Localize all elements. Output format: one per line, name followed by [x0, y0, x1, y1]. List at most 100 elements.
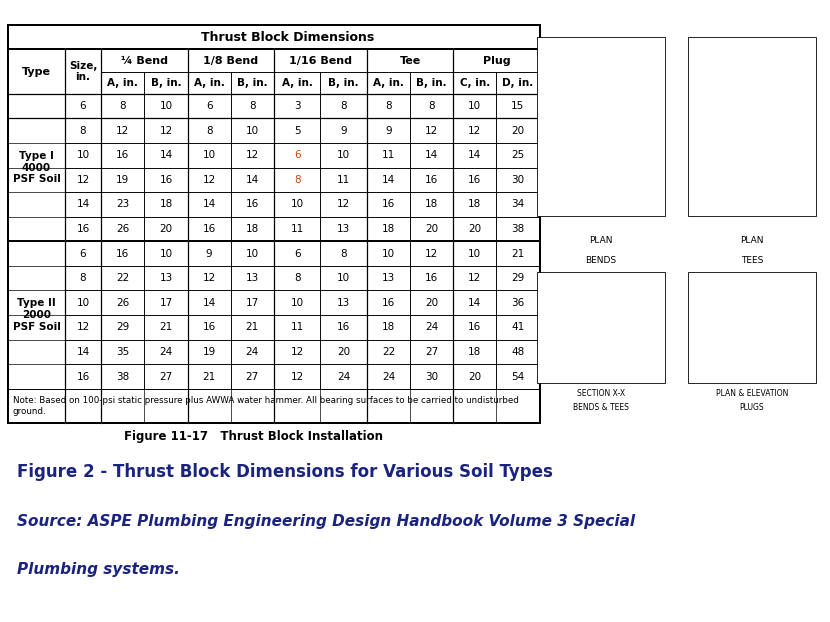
Bar	[410, 216, 453, 241]
Bar	[231, 364, 274, 389]
Bar	[367, 340, 410, 364]
Bar	[367, 167, 410, 192]
Bar	[453, 94, 496, 118]
Bar	[367, 72, 410, 94]
Bar	[410, 266, 453, 290]
Bar	[8, 94, 65, 241]
Bar	[453, 290, 496, 315]
Text: 14: 14	[76, 347, 90, 357]
Bar	[496, 72, 540, 94]
Bar	[65, 241, 101, 266]
Bar	[367, 290, 410, 315]
Text: 16: 16	[468, 175, 481, 185]
Bar	[274, 167, 320, 192]
Bar	[320, 290, 367, 315]
Text: 14: 14	[425, 151, 438, 160]
Text: 10: 10	[382, 249, 395, 259]
Text: 18: 18	[468, 347, 481, 357]
Bar	[101, 315, 144, 340]
Bar	[188, 315, 231, 340]
Text: D, in.: D, in.	[502, 78, 534, 88]
Text: 6: 6	[294, 151, 300, 160]
Text: 6: 6	[206, 101, 212, 111]
Text: 1/8 Bend: 1/8 Bend	[203, 55, 258, 65]
Text: 18: 18	[159, 200, 173, 210]
Text: Type: Type	[22, 67, 51, 77]
Text: 22: 22	[382, 347, 395, 357]
Bar	[65, 50, 101, 94]
Text: 16: 16	[76, 371, 90, 381]
Text: Thrust Block Dimensions: Thrust Block Dimensions	[202, 30, 374, 44]
Text: BENDS & TEES: BENDS & TEES	[573, 403, 629, 412]
Bar	[274, 290, 320, 315]
Text: 23: 23	[116, 200, 129, 210]
Bar	[144, 216, 188, 241]
Text: C, in.: C, in.	[460, 78, 490, 88]
Text: ¼ Bend: ¼ Bend	[121, 55, 168, 65]
Bar	[231, 118, 274, 143]
Text: SECTION X-X: SECTION X-X	[577, 389, 625, 398]
Text: 24: 24	[159, 347, 173, 357]
Text: 20: 20	[159, 224, 173, 234]
Bar	[65, 143, 101, 167]
Text: 26: 26	[116, 298, 129, 308]
Text: 20: 20	[425, 298, 438, 308]
Bar	[320, 167, 367, 192]
Bar	[188, 216, 231, 241]
Text: 8: 8	[294, 175, 300, 185]
Bar	[320, 364, 367, 389]
Bar	[144, 192, 188, 216]
Bar	[453, 167, 496, 192]
Bar	[496, 290, 540, 315]
Text: 11: 11	[290, 224, 304, 234]
Text: 8: 8	[80, 273, 86, 283]
Bar	[453, 266, 496, 290]
Bar	[367, 364, 410, 389]
Bar	[274, 315, 320, 340]
Bar	[188, 167, 231, 192]
Bar	[410, 364, 453, 389]
Text: 16: 16	[203, 322, 216, 332]
Bar	[65, 192, 101, 216]
Text: 10: 10	[337, 273, 350, 283]
Text: 10: 10	[203, 151, 216, 160]
Bar	[231, 94, 274, 118]
Text: 10: 10	[246, 126, 259, 136]
Bar	[188, 192, 231, 216]
Text: 12: 12	[76, 175, 90, 185]
Text: 13: 13	[159, 273, 173, 283]
Bar	[367, 192, 410, 216]
Bar	[496, 241, 540, 266]
Bar	[65, 364, 101, 389]
Bar	[231, 290, 274, 315]
Bar	[274, 216, 320, 241]
Bar	[320, 241, 367, 266]
Bar	[101, 364, 144, 389]
Text: 21: 21	[511, 249, 525, 259]
Bar	[144, 290, 188, 315]
Bar	[188, 340, 231, 364]
Bar	[453, 315, 496, 340]
Text: 54: 54	[511, 371, 525, 381]
Bar	[274, 364, 320, 389]
Text: 30: 30	[425, 371, 438, 381]
Text: 8: 8	[249, 101, 256, 111]
Text: 12: 12	[425, 249, 438, 259]
Text: 8: 8	[120, 101, 126, 111]
Text: 13: 13	[337, 224, 350, 234]
Bar	[144, 94, 188, 118]
Bar	[496, 94, 540, 118]
Text: 6: 6	[80, 249, 86, 259]
Bar	[65, 94, 101, 118]
Text: 24: 24	[337, 371, 350, 381]
Text: 8: 8	[340, 249, 347, 259]
Text: 12: 12	[116, 126, 129, 136]
Bar	[101, 290, 144, 315]
Bar	[188, 266, 231, 290]
Text: 20: 20	[337, 347, 350, 357]
Text: 10: 10	[159, 101, 173, 111]
Text: 16: 16	[203, 224, 216, 234]
Bar	[231, 241, 274, 266]
Text: 14: 14	[203, 200, 216, 210]
Text: Figure 2 - Thrust Block Dimensions for Various Soil Types: Figure 2 - Thrust Block Dimensions for V…	[17, 463, 553, 481]
